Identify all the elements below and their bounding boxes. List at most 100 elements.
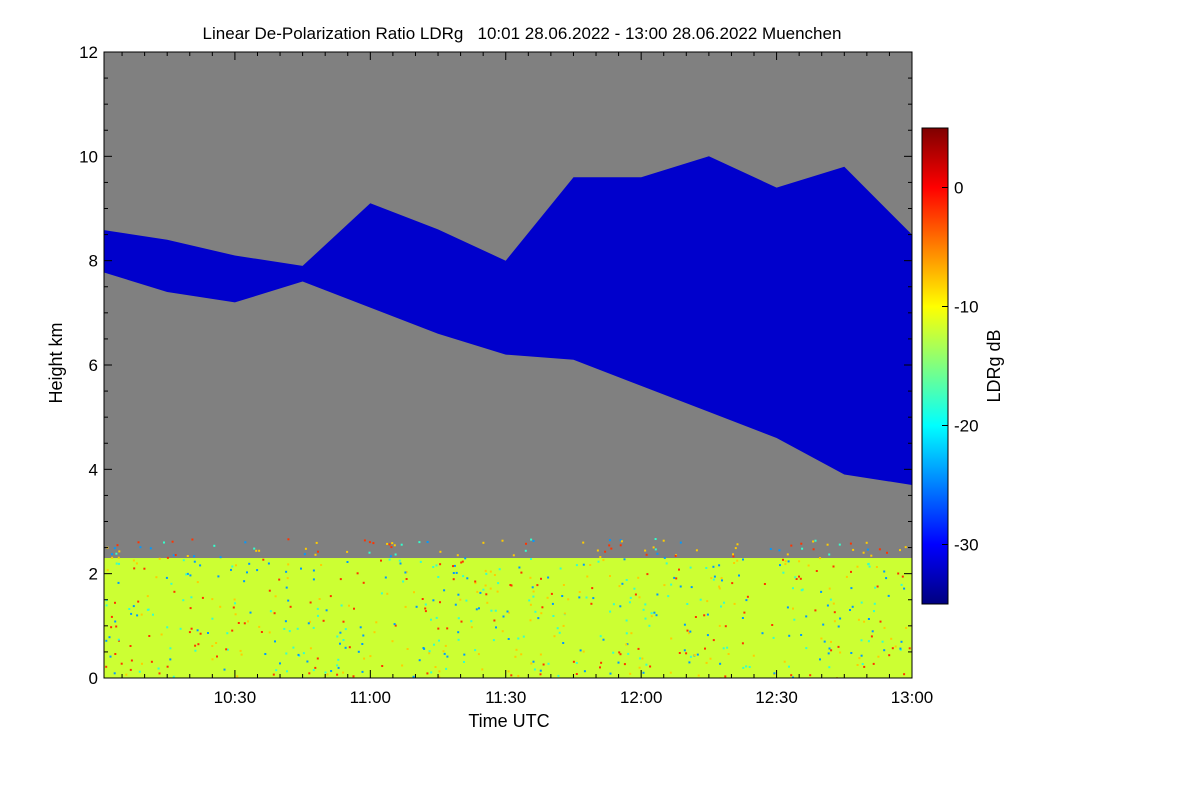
speckle bbox=[300, 567, 302, 570]
speckle bbox=[638, 666, 641, 669]
speckle bbox=[110, 615, 113, 618]
speckle bbox=[402, 580, 405, 583]
speckle bbox=[412, 675, 415, 678]
speckle bbox=[443, 652, 446, 655]
speckle bbox=[353, 607, 355, 610]
speckle bbox=[582, 650, 585, 653]
speckle bbox=[724, 675, 727, 678]
speckle bbox=[489, 587, 492, 590]
speckle bbox=[348, 646, 351, 649]
speckle bbox=[732, 555, 735, 558]
speckle bbox=[418, 659, 421, 662]
speckle bbox=[609, 575, 611, 577]
speckle bbox=[828, 666, 831, 669]
speckle bbox=[815, 570, 818, 572]
speckle bbox=[344, 628, 347, 631]
speckle bbox=[274, 595, 277, 598]
speckle bbox=[790, 544, 793, 547]
speckle bbox=[784, 560, 787, 563]
speckle bbox=[190, 627, 193, 630]
speckle bbox=[669, 671, 672, 674]
speckle bbox=[819, 658, 821, 661]
speckle bbox=[557, 674, 560, 677]
speckle bbox=[494, 609, 497, 612]
speckle bbox=[185, 573, 188, 576]
speckle bbox=[736, 543, 739, 546]
speckle bbox=[800, 634, 803, 636]
speckle bbox=[772, 636, 775, 639]
x-axis-label: Time UTC bbox=[468, 711, 549, 731]
speckle bbox=[196, 629, 199, 632]
speckle bbox=[738, 574, 740, 577]
speckle bbox=[553, 635, 556, 638]
speckle bbox=[268, 589, 271, 592]
x-tick-label: 12:30 bbox=[755, 688, 798, 707]
speckle bbox=[372, 542, 375, 545]
speckle bbox=[524, 549, 527, 552]
x-axis: 10:30 11:00 11:30 12:00 12:30 13:00 bbox=[121, 52, 933, 707]
speckle bbox=[186, 572, 189, 575]
speckle bbox=[111, 556, 114, 559]
speckle bbox=[424, 603, 427, 606]
speckle bbox=[558, 631, 561, 634]
speckle bbox=[486, 601, 489, 604]
speckle bbox=[337, 658, 340, 661]
speckle bbox=[457, 631, 460, 634]
speckle bbox=[130, 612, 133, 615]
speckle bbox=[891, 647, 894, 650]
y-tick-label: 2 bbox=[89, 565, 98, 584]
speckle bbox=[648, 624, 651, 627]
speckle bbox=[876, 585, 879, 588]
speckle bbox=[492, 639, 495, 642]
speckle bbox=[637, 576, 640, 579]
speckle bbox=[612, 603, 615, 606]
y-tick-label: 0 bbox=[89, 669, 98, 688]
speckle bbox=[686, 629, 689, 632]
speckle bbox=[226, 648, 229, 651]
speckle bbox=[547, 662, 550, 665]
speckle bbox=[113, 547, 116, 550]
speckle bbox=[904, 546, 907, 549]
speckle bbox=[312, 626, 315, 629]
speckle bbox=[132, 605, 135, 608]
speckle bbox=[461, 560, 464, 563]
speckle bbox=[596, 549, 599, 552]
speckle bbox=[135, 562, 138, 565]
speckle bbox=[125, 673, 128, 676]
speckle bbox=[428, 652, 431, 655]
speckle bbox=[163, 541, 165, 544]
speckle bbox=[289, 605, 292, 608]
speckle bbox=[388, 543, 391, 546]
speckle bbox=[158, 557, 161, 560]
speckle bbox=[272, 673, 275, 676]
speckle bbox=[827, 652, 830, 655]
speckle bbox=[637, 647, 640, 650]
speckle bbox=[482, 588, 485, 591]
speckle bbox=[236, 675, 239, 678]
speckle bbox=[586, 575, 589, 578]
speckle bbox=[641, 657, 644, 660]
speckle bbox=[874, 586, 877, 589]
speckle bbox=[727, 653, 730, 655]
speckle bbox=[457, 593, 460, 596]
speckle bbox=[561, 595, 564, 597]
speckle bbox=[706, 634, 709, 637]
speckle bbox=[201, 596, 204, 599]
speckle bbox=[786, 606, 789, 609]
speckle bbox=[190, 596, 193, 599]
y-tick-label: 6 bbox=[89, 356, 98, 375]
y-tick-label: 8 bbox=[89, 252, 98, 271]
speckle bbox=[415, 605, 418, 608]
speckle bbox=[826, 604, 829, 607]
speckle bbox=[439, 601, 441, 604]
speckle bbox=[536, 584, 539, 587]
speckle bbox=[590, 602, 593, 605]
chart-title: Linear De-Polarization Ratio LDRg 10:01 … bbox=[203, 24, 842, 43]
speckle bbox=[888, 654, 891, 657]
speckle bbox=[286, 670, 288, 673]
speckle bbox=[495, 626, 497, 629]
speckle bbox=[621, 582, 624, 585]
speckle bbox=[501, 539, 504, 542]
speckle bbox=[497, 582, 500, 585]
speckle bbox=[619, 605, 622, 608]
